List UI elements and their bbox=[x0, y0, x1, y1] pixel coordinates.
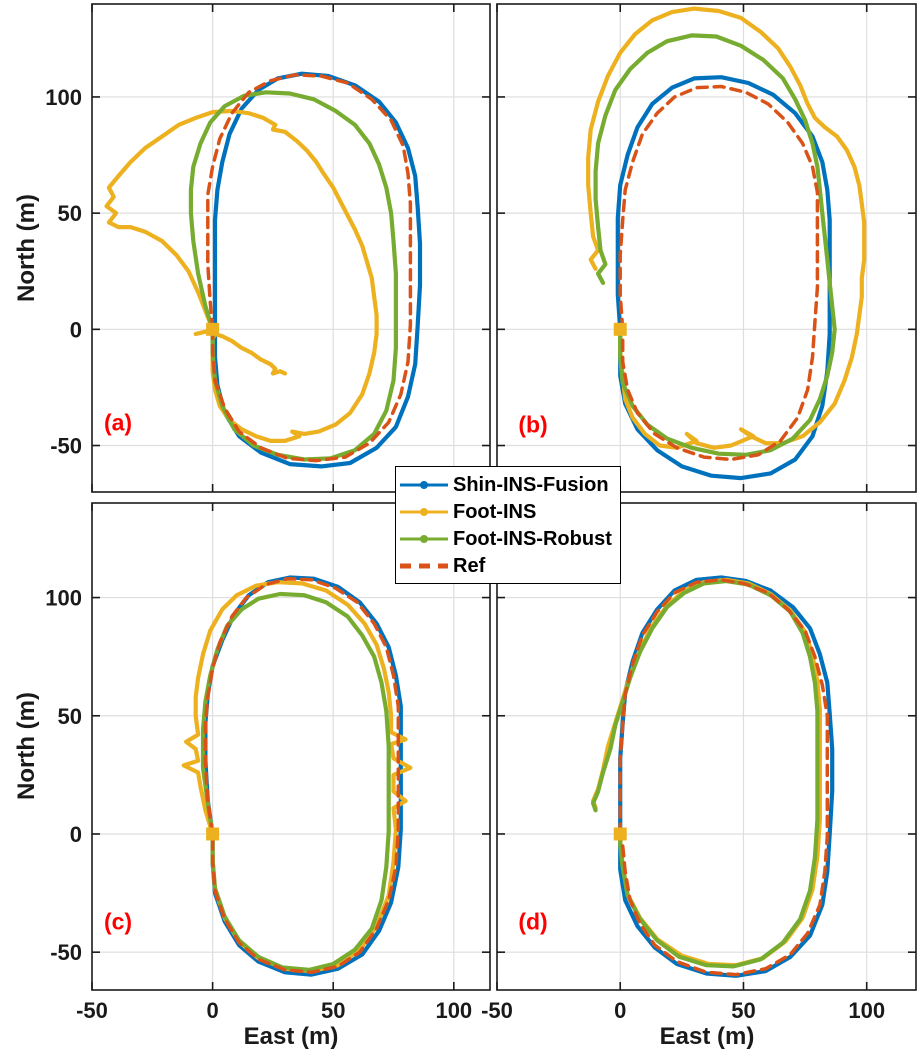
svg-text:0: 0 bbox=[70, 822, 82, 847]
svg-text:-50: -50 bbox=[50, 434, 82, 459]
legend-label: Foot-INS bbox=[453, 500, 537, 523]
legend-entry-ref: Ref bbox=[398, 553, 618, 578]
svg-text:50: 50 bbox=[731, 998, 755, 1023]
legend-entry-foot-ins: Foot-INS bbox=[398, 499, 618, 524]
x-axis-label-right-column: East (m) bbox=[659, 1023, 755, 1050]
svg-text:50: 50 bbox=[58, 201, 82, 226]
y-axis-label-top-row: North (m) bbox=[13, 194, 40, 302]
legend-label: Shin-INS-Fusion bbox=[453, 473, 609, 496]
subplot-label-b: (b) bbox=[518, 411, 548, 438]
subplot-label-a: (a) bbox=[103, 409, 133, 436]
svg-text:100: 100 bbox=[45, 586, 82, 611]
legend-label: Ref bbox=[453, 554, 486, 577]
svg-text:-50: -50 bbox=[76, 998, 108, 1023]
svg-text:100: 100 bbox=[848, 998, 885, 1023]
svg-text:-50: -50 bbox=[50, 940, 82, 965]
svg-text:50: 50 bbox=[321, 998, 345, 1023]
subplot-label-d: (d) bbox=[518, 908, 548, 935]
subplot-label-c: (c) bbox=[103, 908, 133, 935]
legend-entry-foot-ins-robust: Foot-INS-Robust bbox=[398, 526, 618, 551]
svg-text:100: 100 bbox=[435, 998, 472, 1023]
svg-text:100: 100 bbox=[45, 85, 82, 110]
svg-text:50: 50 bbox=[58, 704, 82, 729]
legend-line-sample bbox=[400, 563, 448, 568]
legend: Shin-INS-Fusion Foot-INS Foot-INS-Robust… bbox=[395, 466, 621, 584]
svg-text:-50: -50 bbox=[481, 998, 513, 1023]
svg-text:0: 0 bbox=[614, 998, 626, 1023]
svg-text:0: 0 bbox=[206, 998, 218, 1023]
svg-text:0: 0 bbox=[70, 317, 82, 342]
legend-line-sample bbox=[400, 534, 448, 543]
y-axis-label-bottom-row: North (m) bbox=[13, 692, 40, 800]
legend-line-sample bbox=[400, 507, 448, 516]
legend-line-sample bbox=[400, 480, 448, 489]
legend-entry-shin-ins-fusion: Shin-INS-Fusion bbox=[398, 472, 618, 497]
legend-label: Foot-INS-Robust bbox=[453, 527, 612, 550]
x-axis-label-left-column: East (m) bbox=[243, 1023, 339, 1050]
